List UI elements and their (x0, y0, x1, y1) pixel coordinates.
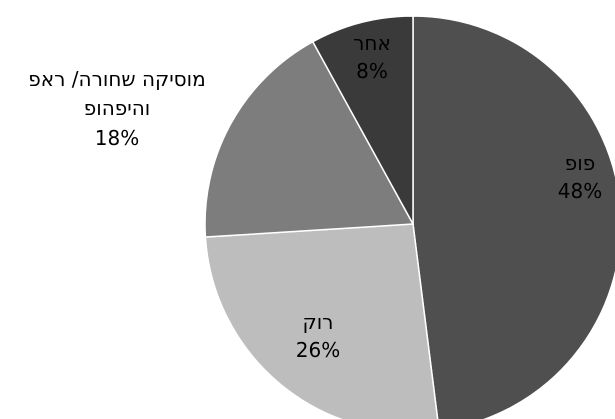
label-pop: פופ 48% (558, 151, 602, 203)
label-black-music-name-line2: והיפהופ (84, 96, 150, 120)
label-black-music: מוסיקה שחורה/ ראפ והיפהופ 18% (28, 67, 205, 150)
label-pop-value: 48% (558, 179, 602, 203)
label-pop-name: פופ (565, 151, 595, 175)
label-rock: רוק 26% (296, 310, 340, 362)
label-other-name: אחר (353, 31, 391, 55)
label-rock-value: 26% (296, 338, 340, 362)
slice-black-music (204, 40, 415, 238)
slice-other (311, 15, 414, 225)
pie-slices (204, 15, 615, 419)
label-other: אחר 8% (353, 31, 391, 83)
label-black-music-value: 18% (95, 126, 139, 150)
slice-rock (204, 223, 439, 419)
label-black-music-name: מוסיקה שחורה/ ראפ (28, 67, 205, 91)
slice-pop (412, 15, 615, 419)
label-other-value: 8% (356, 59, 388, 83)
label-rock-name: רוק (303, 310, 334, 334)
